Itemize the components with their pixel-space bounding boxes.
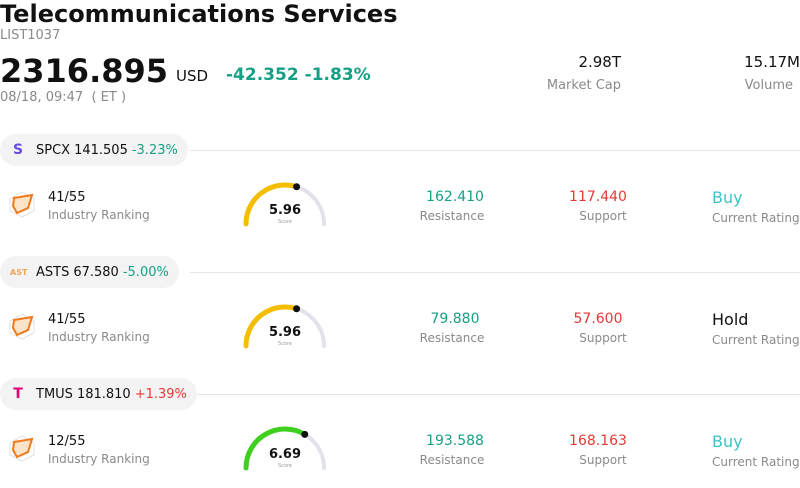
section-divider bbox=[190, 150, 800, 151]
score-label: Score bbox=[278, 341, 292, 347]
stock-price: 67.580 bbox=[73, 264, 119, 280]
stock-ticker: TMUS bbox=[36, 386, 73, 402]
score-gauge: 6.69 Score bbox=[243, 426, 326, 471]
current-rating[interactable]: Buy bbox=[712, 188, 743, 207]
stock-price: 181.810 bbox=[76, 386, 131, 402]
industry-rank: 41/55 bbox=[48, 312, 86, 327]
stock-logo-icon: T bbox=[13, 386, 23, 402]
score-gauge: 5.96 Score bbox=[243, 182, 326, 227]
industry-rank-label: Industry Ranking bbox=[48, 330, 150, 344]
stock-change: +1.39% bbox=[134, 386, 187, 402]
ranking-radar-icon bbox=[9, 435, 35, 462]
market-cap-value: 2.98T bbox=[578, 53, 621, 71]
stock-ticker: SPCX bbox=[36, 142, 71, 158]
volume-label: Volume bbox=[744, 78, 793, 93]
stock-change: -5.00% bbox=[122, 264, 169, 280]
industry-rank: 41/55 bbox=[48, 190, 86, 205]
stock-change: -3.23% bbox=[131, 142, 178, 158]
current-rating-label: Current Rating bbox=[712, 211, 800, 225]
timestamp: 08/18, 09:47 ( ET ) bbox=[0, 90, 127, 105]
volume-value: 15.17M bbox=[744, 53, 800, 71]
ranking-radar-icon bbox=[9, 313, 35, 340]
stock-price: 141.505 bbox=[74, 142, 128, 158]
stock-logo-icon: S bbox=[12, 142, 24, 158]
score-label: Score bbox=[278, 219, 292, 225]
index-price: 2316.895 bbox=[0, 52, 169, 90]
market-cap-label: Market Cap bbox=[546, 78, 621, 93]
page-title: Telecommunications Services bbox=[0, 0, 398, 28]
support-label: Support bbox=[579, 209, 627, 223]
resistance-value: 162.410 bbox=[426, 189, 484, 205]
resistance-value: 193.588 bbox=[426, 433, 484, 449]
support-label: Support bbox=[579, 453, 627, 467]
score-value: 6.69 bbox=[269, 447, 301, 462]
resistance-label: Resistance bbox=[419, 331, 485, 345]
section-divider bbox=[190, 272, 800, 273]
current-rating[interactable]: Hold bbox=[712, 310, 749, 329]
price-change: -42.352 -1.83% bbox=[226, 65, 377, 85]
industry-rank-label: Industry Ranking bbox=[48, 208, 150, 222]
support-label: Support bbox=[579, 331, 627, 345]
stock-pill[interactable]: T TMUS 181.810 +1.39% bbox=[0, 378, 197, 410]
stock-ticker: ASTS bbox=[36, 264, 70, 280]
support-value: 168.163 bbox=[569, 433, 627, 449]
support-value: 57.600 bbox=[573, 311, 623, 327]
resistance-value: 79.880 bbox=[430, 311, 480, 327]
score-value: 5.96 bbox=[269, 203, 301, 218]
currency-label: USD bbox=[176, 67, 209, 85]
current-rating-label: Current Rating bbox=[712, 455, 800, 469]
change-value: -42.352 bbox=[226, 65, 299, 85]
list-code: LIST1037 bbox=[0, 28, 61, 43]
current-rating-label: Current Rating bbox=[712, 333, 800, 347]
score-value: 5.96 bbox=[269, 325, 301, 340]
stock-pill[interactable]: S SPCX 141.505 -3.23% bbox=[0, 134, 188, 166]
industry-rank: 12/55 bbox=[48, 434, 86, 449]
change-percent: -1.83% bbox=[304, 65, 371, 85]
resistance-label: Resistance bbox=[419, 453, 485, 467]
score-gauge: 5.96 Score bbox=[243, 304, 326, 349]
current-rating[interactable]: Buy bbox=[712, 432, 743, 451]
score-label: Score bbox=[278, 463, 292, 469]
support-value: 117.440 bbox=[569, 189, 627, 205]
stock-logo-icon: AST bbox=[10, 267, 28, 277]
industry-rank-label: Industry Ranking bbox=[48, 452, 150, 466]
stock-pill[interactable]: AST ASTS 67.580 -5.00% bbox=[0, 256, 179, 288]
resistance-label: Resistance bbox=[419, 209, 485, 223]
ranking-radar-icon bbox=[9, 191, 35, 218]
section-divider bbox=[190, 394, 800, 395]
